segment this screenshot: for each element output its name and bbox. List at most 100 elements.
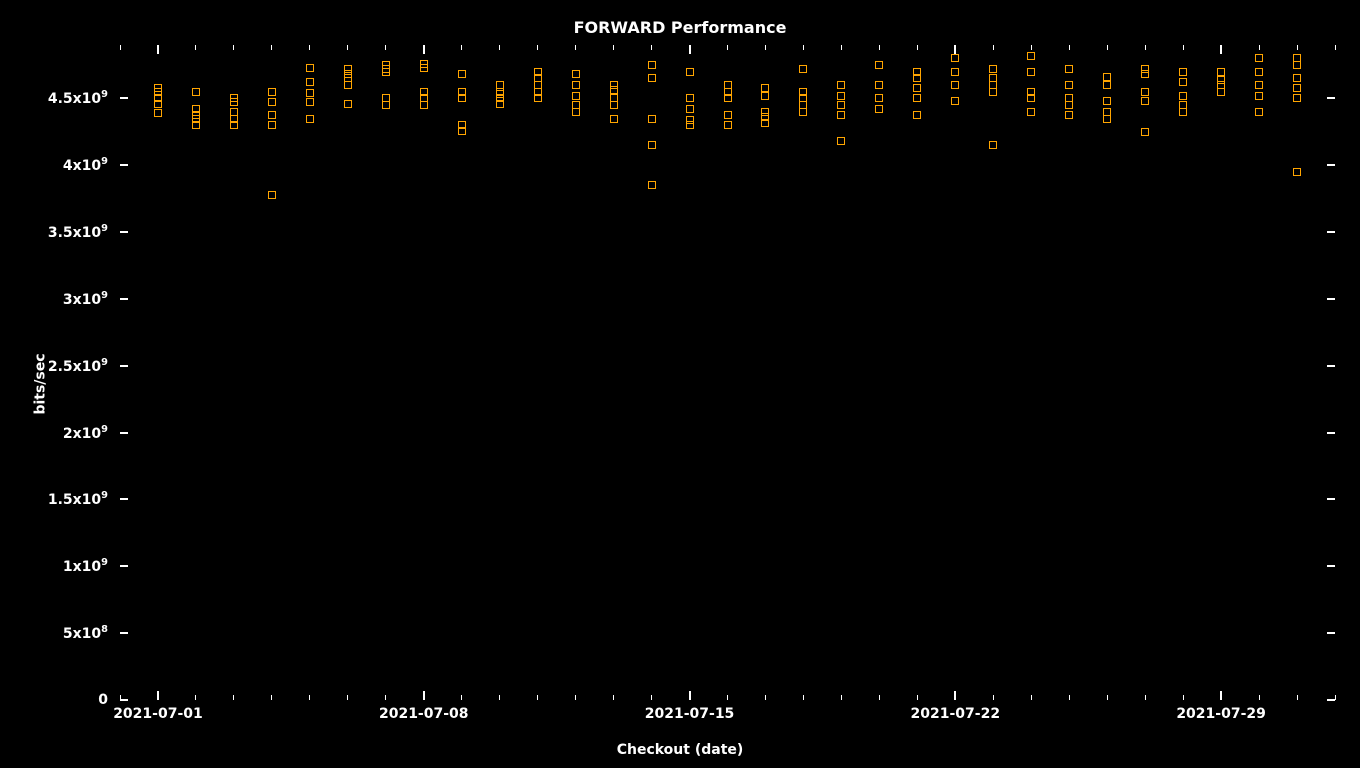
x-minor-tick [651,695,652,700]
x-minor-tick [309,45,310,50]
x-major-tick [1220,45,1222,54]
data-point [724,111,732,119]
x-minor-tick [803,695,804,700]
y-tick-label: 4x109 [0,156,108,174]
data-point [686,94,694,102]
data-point [1293,84,1301,92]
data-point [1179,68,1187,76]
data-point [344,81,352,89]
x-tick-label: 2021-07-15 [645,706,735,722]
data-point [1255,108,1263,116]
data-point [648,74,656,82]
data-point [268,111,276,119]
x-minor-tick [575,695,576,700]
data-point [648,61,656,69]
x-minor-tick [1031,695,1032,700]
x-minor-tick [993,45,994,50]
x-minor-tick [917,45,918,50]
x-minor-tick [727,695,728,700]
data-point [1217,68,1225,76]
data-point [1255,54,1263,62]
data-point [989,141,997,149]
data-point [572,92,580,100]
data-point [1027,94,1035,102]
data-point [572,81,580,89]
x-minor-tick [385,45,386,50]
x-minor-tick [841,45,842,50]
y-tick-mark [1327,498,1335,500]
data-point [610,86,618,94]
x-major-tick [157,45,159,54]
x-minor-tick [1107,695,1108,700]
y-tick-label: 1x109 [0,557,108,575]
y-tick-mark [120,699,128,701]
x-minor-tick [613,45,614,50]
x-minor-tick [1183,695,1184,700]
data-point [761,92,769,100]
x-minor-tick [385,695,386,700]
x-minor-tick [537,695,538,700]
y-tick-mark [120,164,128,166]
data-point [648,115,656,123]
y-tick-mark [1327,432,1335,434]
data-point [496,100,504,108]
data-point [154,109,162,117]
y-tick-mark [120,498,128,500]
y-tick-mark [1327,632,1335,634]
plot-area [120,45,1335,700]
x-minor-tick [1183,45,1184,50]
data-point [268,191,276,199]
data-point [1065,81,1073,89]
x-major-tick [689,691,691,700]
x-minor-tick [803,45,804,50]
x-minor-tick [727,45,728,50]
data-point [306,98,314,106]
x-minor-tick [917,695,918,700]
x-minor-tick [1297,45,1298,50]
data-point [268,121,276,129]
data-point [1103,97,1111,105]
y-tick-mark [1327,565,1335,567]
data-point [306,64,314,72]
data-point [420,64,428,72]
y-tick-mark [1327,365,1335,367]
x-major-tick [157,691,159,700]
data-point [1179,108,1187,116]
y-tick-mark [1327,298,1335,300]
data-point [1027,52,1035,60]
x-minor-tick [575,45,576,50]
data-point [458,70,466,78]
data-point [913,111,921,119]
y-tick-mark [1327,97,1335,99]
x-major-tick [689,45,691,54]
data-point [837,111,845,119]
x-minor-tick [461,45,462,50]
data-point [989,65,997,73]
y-tick-mark [120,432,128,434]
data-point [913,84,921,92]
y-tick-label: 1.5x109 [0,491,108,509]
data-point [382,68,390,76]
x-minor-tick [1335,695,1336,700]
x-minor-tick [1297,695,1298,700]
x-minor-tick [765,695,766,700]
data-point [875,61,883,69]
data-point [1065,101,1073,109]
x-minor-tick [233,695,234,700]
data-point [458,127,466,135]
data-point [951,97,959,105]
y-tick-label: 3.5x109 [0,223,108,241]
data-point [799,108,807,116]
data-point [610,115,618,123]
x-minor-tick [613,695,614,700]
x-minor-tick [879,695,880,700]
data-point [1103,115,1111,123]
y-tick-label: 2x109 [0,424,108,442]
data-point [1293,61,1301,69]
data-point [837,101,845,109]
y-tick-mark [1327,164,1335,166]
data-point [686,68,694,76]
data-point [1141,97,1149,105]
data-point [1141,70,1149,78]
x-minor-tick [1069,695,1070,700]
